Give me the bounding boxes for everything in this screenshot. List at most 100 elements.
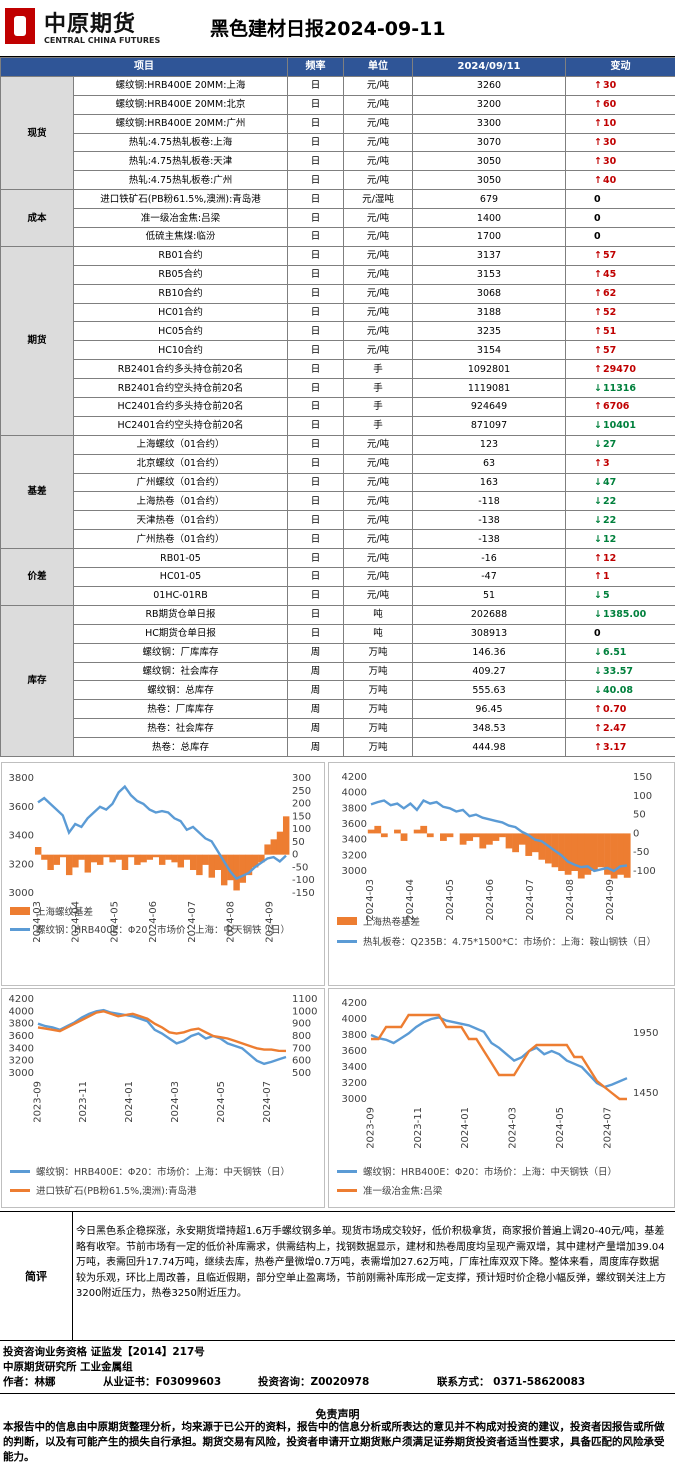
contact-label: 联系方式： 0371-58620083 (437, 1376, 586, 1388)
item-cell: 螺纹钢:HRB400E 20MM:北京 (73, 94, 288, 115)
basis-bar (400, 833, 408, 841)
freq-cell: 日 (287, 227, 344, 247)
legend-swatch (337, 940, 357, 943)
value-cell: 3154 (412, 340, 566, 361)
change-cell: ↑30 (565, 151, 675, 172)
unit-cell: 元/吨 (343, 453, 413, 474)
change-cell: ↑6706 (565, 397, 675, 417)
item-cell: RB05合约 (73, 264, 288, 285)
freq-cell: 日 (287, 623, 344, 644)
freq-cell: 日 (287, 132, 344, 153)
basis-bar (65, 854, 73, 876)
x-tick-label: 2024-05 (216, 1081, 227, 1123)
y-left-tick-label: 3400 (342, 835, 367, 846)
freq-cell: 周 (287, 680, 344, 701)
y-left-tick-label: 3200 (342, 850, 367, 861)
change-value: 29470 (602, 363, 637, 375)
item-cell: 螺纹钢:HRB400E 20MM:广州 (73, 113, 288, 134)
basis-bar (189, 854, 197, 870)
change-value: 0 (594, 231, 601, 243)
table-row: 成本 进口铁矿石(PB粉61.5%,澳洲):青岛港日元/湿吨 679 0 (0, 189, 675, 247)
arrow-up-icon: ↑ (594, 307, 602, 319)
basis-bar (538, 833, 546, 860)
table-row: 上海热卷（01合约）日元/吨 -118 ↓22 (1, 491, 675, 512)
change-cell: 0 (565, 623, 675, 644)
basis-bar (610, 833, 618, 879)
freq-cell: 日 (287, 151, 344, 172)
y-left-tick-label: 3800 (342, 803, 367, 814)
freq-cell: 日 (287, 94, 344, 115)
unit-cell: 元/吨 (343, 567, 413, 587)
item-cell: RB01合约 (73, 245, 288, 266)
change-cell: 0 (565, 189, 675, 210)
basis-bar (623, 833, 631, 878)
arrow-down-icon: ↓ (594, 495, 602, 507)
y-left-tick-label: 3200 (9, 859, 34, 870)
logo-en-text: CENTRAL CHINA FUTURES (44, 36, 161, 45)
institute-line: 中原期货研究所 工业金属组 (3, 1361, 133, 1373)
unit-cell: 元/吨 (343, 548, 413, 569)
basis-bar (121, 854, 129, 870)
y-left-tick-label: 3600 (9, 802, 34, 813)
value-cell: 1700 (412, 227, 566, 247)
x-tick-label: 2024-04 (71, 901, 82, 943)
value-cell: 3050 (412, 151, 566, 172)
basis-bar (525, 833, 533, 856)
item-cell: 螺纹钢：厂库库存 (73, 642, 288, 663)
table-row: 广州热卷（01合约）日元/吨 -138 ↓12 (1, 529, 675, 550)
y-left-tick-label: 4000 (342, 1014, 367, 1025)
basis-bar (109, 854, 116, 863)
legend-label: 上海热卷基差 (363, 916, 420, 928)
change-cell: ↓22 (565, 510, 675, 531)
table-row: HC2401合约空头持仓前20名日手 871097 ↓10401 (1, 415, 675, 436)
legend-swatch (337, 917, 357, 925)
change-cell: ↑45 (565, 264, 675, 285)
basis-bar (177, 854, 185, 868)
legend-label: 热轧板卷：Q235B：4.75*1500*C：市场价：上海：鞍山钢铁（日） (363, 936, 656, 948)
y-left-tick-label: 3600 (342, 1046, 367, 1057)
y-left-tick-label: 4000 (9, 1006, 34, 1017)
chart-4-svg: 4200 4000 3800 3600 3400 3200 3000 1950 1450 2023… (337, 998, 658, 1197)
change-value: 0.70 (602, 703, 627, 715)
table-row: 天津热卷（01合约）日元/吨 -138 ↓22 (1, 510, 675, 531)
freq-cell: 周 (287, 699, 344, 720)
unit-cell: 万吨 (343, 737, 413, 757)
freq-cell: 周 (287, 642, 344, 663)
change-value: 60 (602, 99, 617, 111)
value-cell: 444.98 (412, 737, 566, 757)
arrow-up-icon: ↑ (594, 250, 602, 262)
basis-bar (380, 833, 388, 838)
basis-bar (276, 831, 284, 855)
legend-label: 螺纹钢：HRB400E：Φ20：市场价：上海：中天钢铁（日） (36, 1166, 290, 1178)
data-table: 项目 频率 单位 2024/09/11 变动 现货 螺纹钢:HRB400E 20M… (0, 57, 675, 757)
basis-bar (258, 854, 265, 863)
x-tick-label: 2024-08 (565, 879, 576, 921)
basis-bar (152, 854, 160, 858)
y-left-tick-label: 3000 (342, 1094, 367, 1105)
unit-cell: 元/吨 (343, 510, 413, 531)
change-value: 45 (602, 269, 617, 281)
arrow-down-icon: ↓ (594, 382, 602, 394)
change-value: 6.51 (602, 647, 627, 659)
x-tick-label: 2024-01 (124, 1081, 135, 1123)
page-title: 黑色建材日报2024-09-11 (210, 18, 446, 40)
item-cell: 01HC-01RB (73, 585, 288, 606)
y-left-tick-label: 3200 (342, 1078, 367, 1089)
arrow-down-icon: ↓ (594, 420, 602, 432)
table-row: HC期货仓单日报日吨 308913 0 (1, 623, 675, 644)
change-value: 27 (602, 439, 617, 451)
y-right-tick-label: 700 (292, 1043, 311, 1054)
legend-swatch (10, 907, 30, 915)
change-value: 12 (602, 552, 617, 564)
series-line (371, 1013, 627, 1101)
series-line (37, 784, 287, 881)
change-value: 11316 (602, 382, 637, 394)
basis-bar (420, 825, 428, 834)
basis-bar (84, 854, 92, 873)
item-cell: 广州螺纹（01合约） (73, 472, 288, 493)
report-header: 中原期货 CENTRAL CHINA FUTURES 黑色建材日报2024-09… (0, 0, 675, 57)
basis-bar (459, 833, 467, 845)
table-row: 螺纹钢:HRB400E 20MM:北京日元/吨 3200 ↑60 (1, 94, 675, 115)
legend-label: 进口铁矿石(PB粉61.5%,澳洲):青岛港 (36, 1185, 197, 1197)
